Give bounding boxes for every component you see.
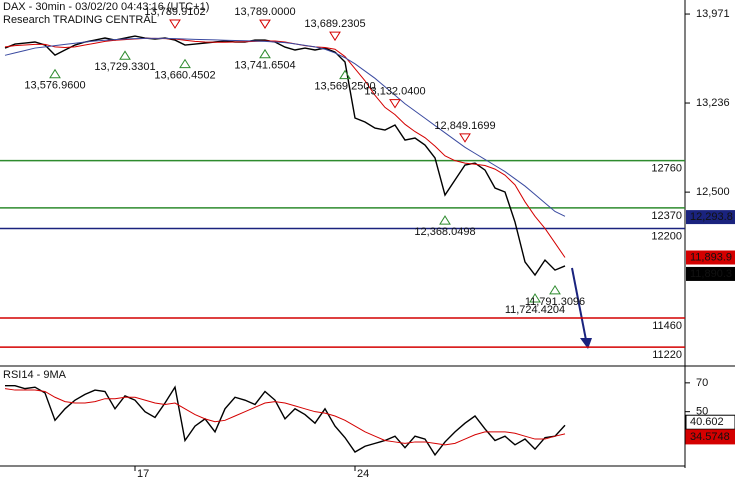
y-tick-label: 13,236 bbox=[696, 97, 730, 109]
high-label: 13,789.9102 bbox=[144, 6, 205, 18]
high-marker bbox=[329, 31, 341, 42]
rsi-value-label: 40.602 bbox=[690, 416, 724, 428]
low-marker bbox=[179, 58, 191, 69]
last-value-label: 11,893.9 bbox=[690, 251, 732, 263]
projection-arrowhead bbox=[580, 338, 592, 349]
rsi-value-box bbox=[685, 414, 735, 430]
rsi-title: RSI14 - 9MA bbox=[3, 369, 67, 381]
x-tick-label: 24 bbox=[357, 468, 369, 480]
high-label: 13,132.0400 bbox=[364, 86, 425, 98]
last-value-box bbox=[686, 250, 735, 265]
level-label: 12760 bbox=[651, 163, 682, 175]
last-value-label: 12,293.8 bbox=[690, 211, 733, 223]
low-marker bbox=[259, 48, 271, 59]
series-line bbox=[4, 388, 566, 446]
low-marker bbox=[339, 69, 351, 80]
projection-arrow bbox=[571, 267, 587, 341]
last-value-box bbox=[686, 210, 735, 225]
level-label: 11220 bbox=[652, 349, 682, 361]
low-marker bbox=[49, 68, 61, 79]
last-value-box bbox=[686, 266, 735, 281]
high-marker bbox=[259, 19, 271, 30]
high-label: 13,689.2305 bbox=[304, 18, 365, 30]
rsi-value-label: 34.5748 bbox=[690, 431, 730, 443]
x-tick-label: 17 bbox=[137, 468, 149, 480]
series-line bbox=[4, 37, 566, 258]
high-marker bbox=[169, 19, 181, 29]
low-marker bbox=[549, 284, 561, 295]
low-marker bbox=[439, 215, 451, 225]
level-label: 11460 bbox=[652, 320, 682, 332]
chart-subtitle: Research TRADING CENTRAL bbox=[3, 14, 157, 26]
series-line bbox=[4, 37, 566, 217]
y-tick-label: 13,971 bbox=[696, 8, 730, 20]
low-label: 13,660.4502 bbox=[154, 70, 215, 82]
high-marker bbox=[389, 99, 401, 109]
y-tick-label: 70 bbox=[696, 377, 708, 389]
low-marker bbox=[119, 50, 131, 60]
low-marker bbox=[529, 293, 541, 303]
y-tick-label: 12,500 bbox=[696, 186, 730, 198]
low-label: 13,569.2500 bbox=[314, 81, 375, 93]
level-label: 12370 bbox=[651, 210, 682, 222]
low-label: 13,729.3301 bbox=[94, 61, 155, 73]
low-label: 13,576.9600 bbox=[24, 80, 85, 92]
low-label: 12,368.0498 bbox=[414, 226, 475, 238]
high-label: 13,789.0000 bbox=[234, 6, 295, 18]
low-label: 13,741.6504 bbox=[234, 60, 295, 72]
y-tick-label: 50 bbox=[696, 406, 708, 418]
high-label: 12,849.1699 bbox=[434, 120, 495, 132]
chart-title: DAX - 30min - 03/02/20 04:43:16 (UTC+1) bbox=[3, 1, 209, 13]
rsi-value-box bbox=[685, 429, 735, 445]
level-label: 12200 bbox=[651, 230, 682, 242]
last-value-label: 11,890.3 bbox=[690, 268, 732, 280]
low-label: 11,791.3096 bbox=[525, 296, 585, 308]
high-marker bbox=[459, 133, 471, 143]
low-label: 11,724.4204 bbox=[505, 304, 565, 316]
series-line bbox=[5, 385, 566, 457]
